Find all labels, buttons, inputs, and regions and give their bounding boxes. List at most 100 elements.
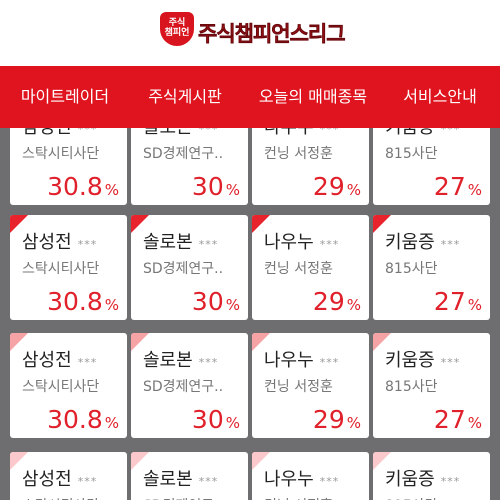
- rate-unit: %: [225, 181, 240, 199]
- corner-ribbon: [373, 333, 391, 351]
- group-name: 컨닝 서정훈: [264, 495, 333, 500]
- trader-name: 나우누 ***: [264, 346, 339, 372]
- return-rate: 27%: [434, 172, 482, 201]
- return-rate: 29%: [313, 287, 361, 316]
- name: 삼성전: [22, 350, 72, 371]
- group-name: 815사단: [385, 261, 438, 277]
- trader-name: 키움증 ***: [385, 346, 460, 372]
- corner-ribbon: [252, 452, 270, 470]
- trader-name: 솔로본 ***: [143, 465, 218, 491]
- group-name: 스탁시티사단: [22, 495, 99, 500]
- corner-ribbon: [252, 215, 270, 233]
- trader-name: 키움증 ***: [385, 228, 460, 254]
- stock-card[interactable]: 키움증*** 815사단 27%: [373, 215, 490, 320]
- name-mask: ***: [77, 475, 98, 488]
- rate-unit: %: [225, 296, 240, 314]
- group-name: 컨닝 서정훈: [264, 146, 333, 162]
- rate-unit: %: [467, 181, 482, 199]
- name: 삼성전: [22, 469, 72, 490]
- group-name: 815사단: [385, 495, 437, 500]
- name: 나우누: [264, 469, 314, 490]
- group-name: 815사단: [385, 146, 438, 162]
- stock-card[interactable]: 삼성전*** 스탁시티사단 30.8%: [10, 215, 127, 320]
- nav-item[interactable]: 서비스안내: [403, 87, 477, 106]
- trader-name: 솔로본 ***: [143, 228, 218, 254]
- group-name: SD경제연구..: [143, 379, 224, 395]
- rate-unit: %: [104, 181, 119, 199]
- rate-value: 30.8: [47, 287, 103, 316]
- name-mask: ***: [440, 475, 461, 488]
- rate-unit: %: [346, 296, 361, 314]
- rate-unit: %: [467, 414, 482, 432]
- nav-item[interactable]: 오늘의 매매종목: [258, 87, 368, 106]
- group-name: SD경제연구..: [143, 146, 224, 162]
- stock-card[interactable]: 솔로본***SD경제연구..30%: [131, 333, 248, 438]
- corner-ribbon: [131, 452, 149, 470]
- rate-unit: %: [346, 181, 361, 199]
- rate-value: 30: [191, 287, 224, 316]
- return-rate: 29%: [313, 172, 361, 201]
- return-rate: 27%: [434, 287, 482, 316]
- group-name: SD경제연구..: [143, 495, 223, 500]
- group-name: SD경제연구..: [143, 261, 224, 277]
- group-name: 컨닝 서정훈: [264, 261, 333, 277]
- name: 삼성전: [22, 232, 72, 253]
- stock-card[interactable]: 키움증*** 815사단 27%: [373, 333, 490, 438]
- return-rate: 30.8%: [47, 405, 119, 434]
- return-rate: 27%: [434, 405, 482, 434]
- rate-value: 30.8: [47, 405, 103, 434]
- name-mask: ***: [440, 238, 461, 251]
- rate-value: 27: [433, 287, 466, 316]
- name-mask: ***: [198, 356, 219, 369]
- corner-ribbon: [131, 333, 149, 351]
- group-name: 815사단: [385, 379, 438, 395]
- corner-ribbon: [131, 215, 149, 233]
- rate-unit: %: [104, 414, 119, 432]
- name-mask: ***: [198, 238, 219, 251]
- logo-text[interactable]: 주식챔피언스리그: [198, 22, 346, 47]
- return-rate: 30.8%: [47, 172, 119, 201]
- name: 키움증: [385, 350, 435, 371]
- name: 나우누: [264, 350, 314, 371]
- trader-name: 키움증 ***: [385, 465, 460, 491]
- nav-item[interactable]: 주식게시판: [148, 87, 222, 106]
- corner-ribbon: [373, 452, 391, 470]
- name-mask: ***: [319, 238, 340, 251]
- return-rate: 30%: [192, 287, 240, 316]
- group-name: 스탁시티사단: [22, 379, 100, 395]
- logo-badge[interactable]: 주식 챔피언: [160, 12, 194, 46]
- trader-name: 삼성전 ***: [22, 228, 97, 254]
- rate-value: 29: [312, 287, 345, 316]
- stock-card[interactable]: 솔로본***SD경제연구..30%: [131, 452, 248, 500]
- nav-item[interactable]: 마이트레이더: [20, 87, 110, 106]
- name: 솔로본: [143, 232, 193, 253]
- rate-value: 30: [191, 405, 224, 434]
- corner-ribbon: [10, 452, 28, 470]
- nav-bar: 마이트레이더 주식게시판 오늘의 매매종목 서비스안내: [0, 66, 500, 128]
- rate-value: 29: [312, 172, 345, 201]
- stock-card[interactable]: 솔로본 *** SD경제연구.. 30%: [131, 215, 248, 320]
- rate-value: 27: [433, 172, 466, 201]
- return-rate: 30.8%: [47, 287, 119, 316]
- rate-value: 30: [191, 172, 224, 201]
- rate-value: 30.8: [47, 172, 103, 201]
- name: 키움증: [385, 469, 435, 490]
- corner-ribbon: [10, 333, 28, 351]
- name: 솔로본: [143, 469, 193, 490]
- group-name: 스탁시티사단: [22, 261, 100, 277]
- corner-ribbon: [373, 215, 391, 233]
- return-rate: 29%: [313, 405, 361, 434]
- rate-unit: %: [467, 296, 482, 314]
- rate-unit: %: [225, 414, 240, 432]
- trader-name: 삼성전 ***: [22, 465, 97, 491]
- header: 주식 챔피언 주식챔피언스리그: [0, 0, 500, 66]
- name-mask: ***: [198, 475, 219, 488]
- corner-ribbon: [10, 215, 28, 233]
